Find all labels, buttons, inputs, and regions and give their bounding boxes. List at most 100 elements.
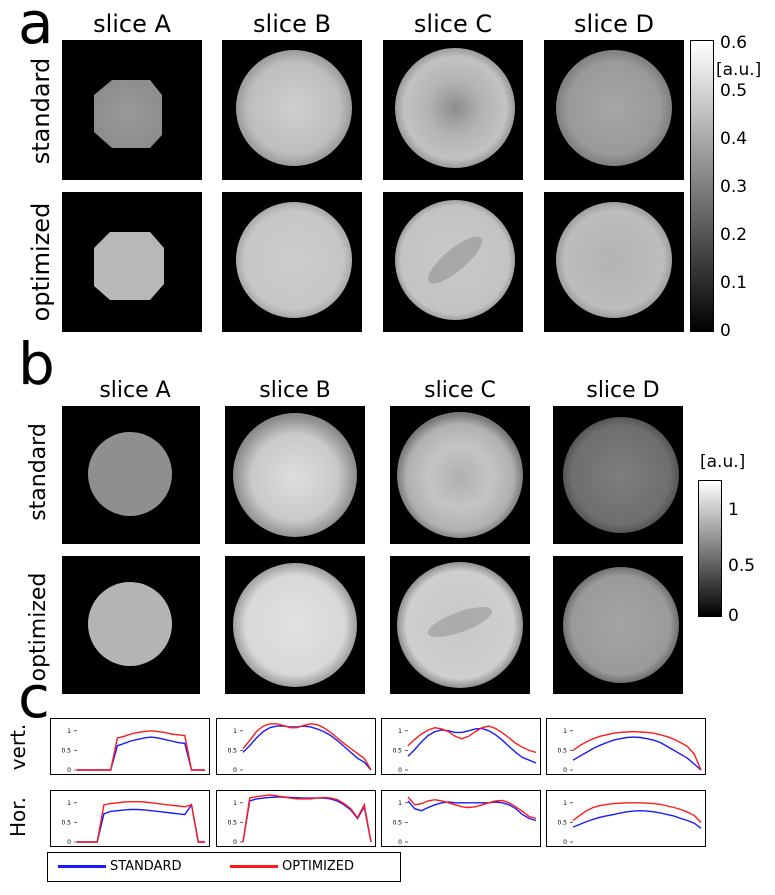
- ytick-label: 1: [398, 800, 402, 807]
- profile-chart: 10.50: [392, 725, 537, 774]
- optimized-profile-line: [407, 796, 537, 820]
- panel-b-image-standard-slice-d: [553, 406, 683, 544]
- panel-a-image-optimized-slice-a: [62, 192, 202, 332]
- phantom-image: [94, 232, 164, 300]
- panel-a-image-optimized-slice-b: [222, 192, 362, 332]
- standard-profile-line: [572, 809, 702, 829]
- phantom-image: [236, 202, 352, 318]
- ytick-label: 0.5: [392, 819, 402, 826]
- panel-a-letter: a: [18, 0, 54, 57]
- profile-plot-hor-slice-c: 1 0.5 0: [381, 790, 541, 847]
- ytick-label: 0.5: [227, 747, 237, 754]
- ytick-label: 0: [398, 767, 402, 774]
- ytick-label: 0: [398, 839, 402, 846]
- standard-profile-line: [242, 796, 372, 843]
- phantom-image: [233, 563, 357, 687]
- profile-plot-hor-slice-d: 1 0.5 0: [546, 790, 706, 847]
- optimized-profile-line: [242, 794, 372, 843]
- ytick-label: 0: [67, 839, 71, 846]
- phantom-image: [88, 582, 172, 666]
- panel-b-image-standard-slice-b: [225, 406, 365, 544]
- optimized-profile-line: [77, 800, 205, 843]
- ytick-label: 1: [233, 800, 237, 807]
- panel-b-row-label-standard: standard: [26, 423, 51, 521]
- optimized-profile-line: [242, 723, 372, 771]
- legend-standard-label: STANDARD: [110, 859, 182, 874]
- ytick-label: 0.5: [61, 747, 71, 754]
- panel-a-image-standard-slice-a: [62, 40, 202, 180]
- profile-chart: 10.50: [557, 800, 702, 846]
- panel-b-colorbar-unit: [a.u.]: [700, 452, 746, 472]
- panel-a-colorbar: [690, 40, 714, 332]
- phantom-image: [397, 562, 523, 688]
- phantom-image: [94, 80, 162, 148]
- panel-a-colorbar-tick: 0.6: [720, 33, 748, 53]
- panel-a-col-label-c: slice C: [413, 10, 493, 38]
- standard-profile-line: [77, 803, 205, 843]
- panel-c-row-label-hor: Hor.: [6, 796, 30, 838]
- ytick-label: 0: [67, 767, 71, 774]
- phantom-image: [395, 48, 515, 168]
- profile-plot-vert-slice-d: 1 0.5 0: [546, 718, 706, 775]
- panel-c-letter: c: [18, 663, 50, 731]
- panel-a-colorbar-tick: 0.5: [720, 81, 748, 101]
- panel-b-colorbar-tick: 0.5: [728, 556, 756, 576]
- ytick-label: 0.5: [557, 819, 567, 826]
- ytick-label: 1: [563, 800, 567, 807]
- ytick-label: 1: [233, 728, 237, 735]
- ytick-label: 1: [398, 728, 402, 735]
- legend-optimized-swatch: [230, 865, 278, 868]
- standard-profile-line: [242, 725, 372, 771]
- ytick-label: 0: [563, 839, 567, 846]
- profile-plot-vert-slice-c: 1 0.5 0: [381, 718, 541, 775]
- phantom-image: [233, 413, 357, 537]
- ytick-label: 0: [563, 767, 567, 774]
- legend-standard-swatch: [58, 865, 106, 868]
- phantom-image: [563, 417, 679, 533]
- profile-chart: 10.50: [392, 796, 537, 846]
- optimized-profile-line: [77, 730, 205, 771]
- ytick-label: 0.5: [227, 819, 237, 826]
- panel-a-image-optimized-slice-d: [544, 192, 684, 332]
- optimized-profile-line: [572, 802, 702, 823]
- optimized-profile-line: [407, 725, 537, 754]
- panel-b-image-standard-slice-a: [62, 406, 200, 544]
- optimized-profile-line: [572, 730, 702, 771]
- panel-a-colorbar-tick: 0.1: [720, 273, 748, 293]
- profile-chart: 10.50: [61, 728, 205, 774]
- profile-chart: 10.50: [227, 723, 372, 774]
- ytick-label: 0.5: [557, 747, 567, 754]
- panel-b-colorbar: [698, 480, 722, 617]
- panel-a-image-standard-slice-d: [544, 40, 684, 180]
- panel-b-letter: b: [18, 330, 55, 398]
- standard-profile-line: [572, 736, 702, 771]
- panel-b-col-label-d: slice D: [586, 378, 660, 403]
- panel-b-colorbar-tick: 0: [728, 606, 739, 626]
- panel-a-col-label-d: slice D: [574, 10, 654, 38]
- panel-a-colorbar-tick: 0.3: [720, 177, 748, 197]
- panel-b-colorbar-tick: 1: [728, 500, 739, 520]
- panel-a-col-label-a: slice A: [93, 10, 171, 38]
- ytick-label: 1: [67, 728, 71, 735]
- panel-a-col-label-b: slice B: [253, 10, 331, 38]
- phantom-image: [236, 50, 352, 166]
- panel-a-colorbar-tick: 0.4: [720, 129, 748, 149]
- panel-b-image-optimized-slice-c: [390, 556, 530, 694]
- panel-a-image-optimized-slice-c: [383, 192, 523, 332]
- phantom-image: [556, 50, 672, 166]
- ytick-label: 1: [563, 728, 567, 735]
- legend: STANDARD OPTIMIZED: [47, 852, 401, 882]
- ytick-label: 1: [67, 800, 71, 807]
- ytick-label: 0.5: [61, 819, 71, 826]
- profile-plot-vert-slice-b: 1 0.5 0: [216, 718, 376, 775]
- profile-chart: 10.50: [557, 728, 702, 774]
- standard-profile-line: [407, 727, 537, 764]
- panel-b-col-label-a: slice A: [99, 378, 171, 403]
- phantom-image: [397, 412, 523, 538]
- panel-b-image-optimized-slice-d: [553, 556, 683, 694]
- panel-b-col-label-c: slice C: [424, 378, 496, 403]
- standard-profile-line: [407, 800, 537, 822]
- phantom-image: [563, 567, 679, 683]
- legend-optimized-label: OPTIMIZED: [282, 859, 355, 874]
- panel-b-image-optimized-slice-b: [225, 556, 365, 694]
